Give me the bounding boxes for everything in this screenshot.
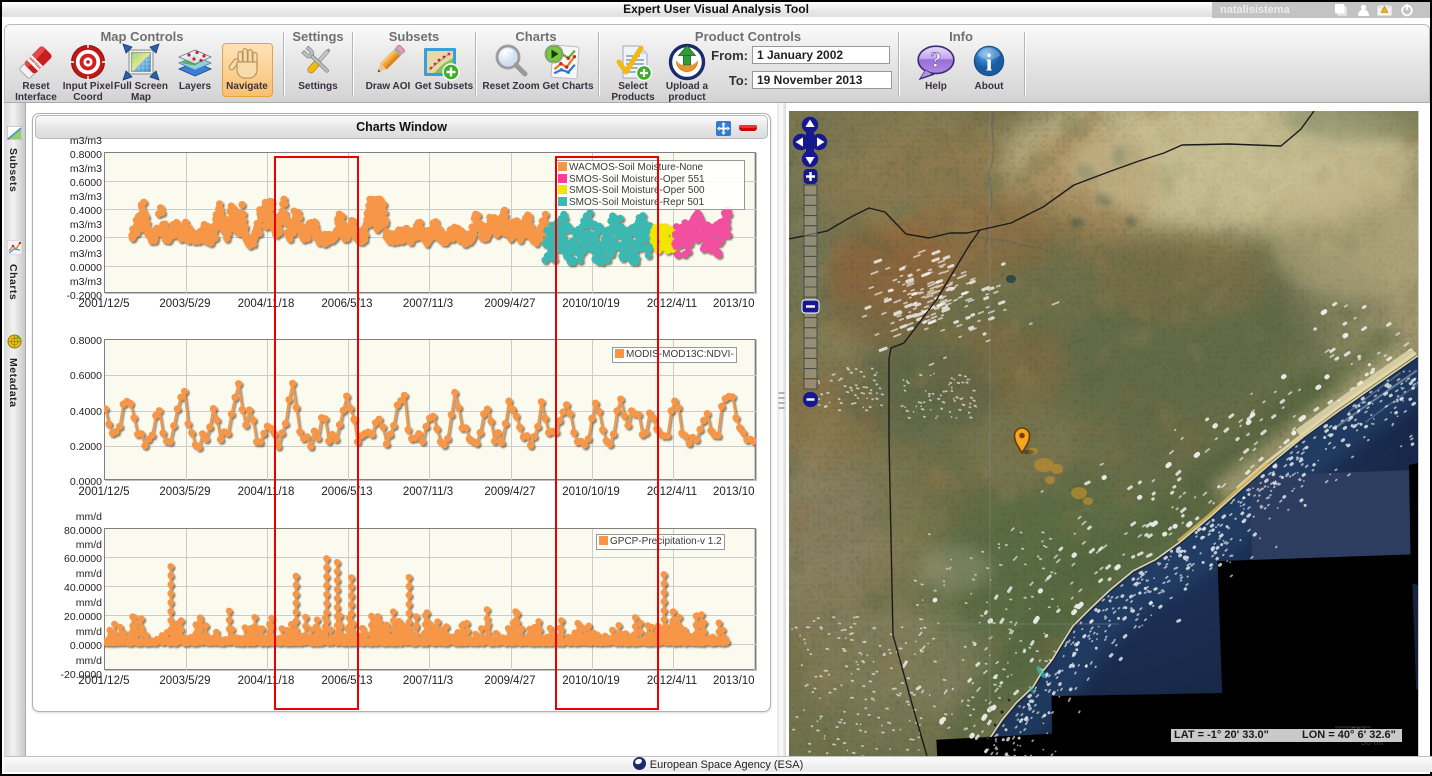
svg-text:?: ? [930,47,941,72]
svg-text:50 mi: 50 mi [1361,737,1383,747]
svg-text:i: i [986,51,993,77]
